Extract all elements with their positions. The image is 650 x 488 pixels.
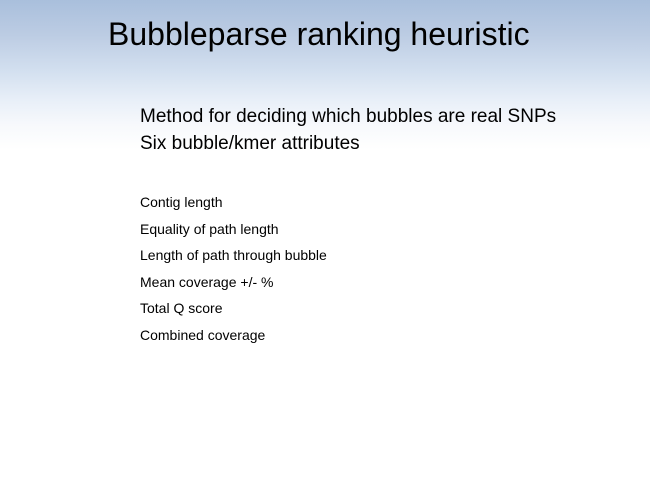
attribute-item-combined-coverage: Combined coverage — [140, 326, 266, 343]
attribute-item-contig-length: Contig length — [140, 194, 223, 210]
attribute-item-mean-coverage: Mean coverage +/- % — [140, 273, 274, 290]
attributes-list: Contig length Equality of path length Le… — [140, 189, 327, 348]
main-point-attributes: Six bubble/kmer attributes — [140, 133, 360, 154]
main-point-method: Method for deciding which bubbles are re… — [140, 106, 557, 127]
attribute-item-path-length-through-bubble: Length of path through bubble — [140, 247, 327, 263]
attribute-item-total-q-score: Total Q score — [140, 300, 223, 316]
main-points-list: Method for deciding which bubbles are re… — [140, 103, 556, 157]
slide-title: Bubbleparse ranking heuristic — [108, 16, 530, 52]
attribute-item-equality-of-path-length: Equality of path length — [140, 220, 279, 237]
